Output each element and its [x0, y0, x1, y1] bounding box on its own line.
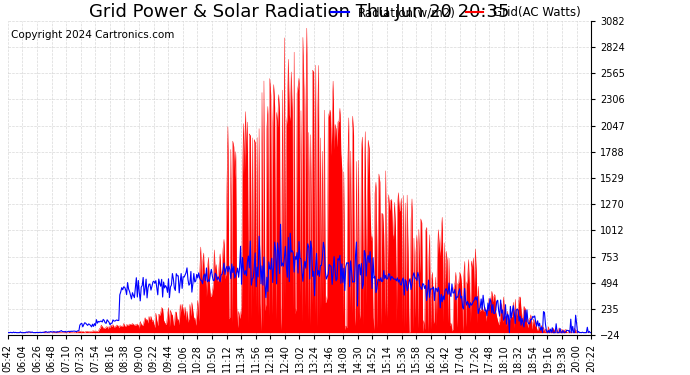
- Text: Copyright 2024 Cartronics.com: Copyright 2024 Cartronics.com: [10, 30, 174, 40]
- Legend: Radiation(w/m2), Grid(AC Watts): Radiation(w/m2), Grid(AC Watts): [326, 2, 585, 24]
- Title: Grid Power & Solar Radiation Thu Jun 20 20:35: Grid Power & Solar Radiation Thu Jun 20 …: [89, 3, 510, 21]
